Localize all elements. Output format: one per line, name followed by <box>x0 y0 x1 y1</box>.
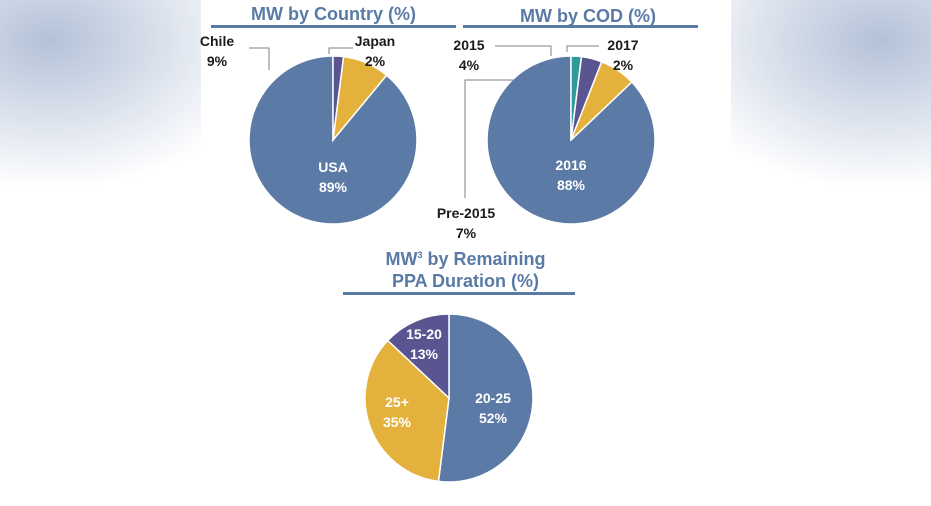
slice-label-20-25: 20-25 <box>475 390 511 406</box>
ppa-pie-chart: 20-25 52% 25+ 35% 15-20 13% <box>364 313 534 483</box>
slice-label-15-20: 15-20 <box>406 326 442 342</box>
slice-label-2016: 2016 <box>555 157 586 173</box>
slice-value-2016: 88% <box>557 177 586 193</box>
ppa-title-footnote: 3 <box>417 250 423 260</box>
country-pie-chart: USA 89% Chile 9% Japan 2% <box>200 33 418 225</box>
ppa-title-mw: MW <box>385 249 418 269</box>
slice-label-chile: Chile <box>200 33 234 49</box>
pie-slice-25 <box>364 339 450 483</box>
slice-value-2015: 4% <box>459 57 480 73</box>
slice-value-chile: 9% <box>207 53 228 69</box>
pie-slices <box>364 313 534 483</box>
slice-value-usa: 89% <box>319 179 348 195</box>
pie-slices <box>248 55 418 225</box>
pie-slices <box>486 55 656 225</box>
pie-slice-15-20 <box>386 313 450 400</box>
slice-value-japan: 2% <box>365 53 386 69</box>
pie-slice-20-25 <box>437 313 534 483</box>
leader-line-pre-2015 <box>464 79 513 198</box>
slice-value-15-20: 13% <box>410 346 439 362</box>
slice-label-pre-2015: Pre-2015 <box>437 205 496 221</box>
cod-title-rule <box>463 25 698 28</box>
leader-line-2017 <box>566 45 599 52</box>
leader-line-2015 <box>495 45 552 56</box>
slice-label-25: 25+ <box>385 394 409 410</box>
slice-value-pre-2015: 7% <box>456 225 477 241</box>
pie-slice-japan <box>332 55 345 141</box>
slice-label-2017: 2017 <box>607 37 638 53</box>
cod-pie-chart: 2016 88% Pre-2015 7% 2015 4% 2017 2% <box>437 37 656 241</box>
slice-value-2017: 2% <box>613 57 634 73</box>
slice-label-usa: USA <box>318 159 348 175</box>
slice-label-2015: 2015 <box>453 37 484 53</box>
slice-label-japan: Japan <box>355 33 395 49</box>
country-title-rule <box>211 25 456 28</box>
ppa-title-line2: PPA Duration (%) <box>392 271 539 291</box>
pie-slice-2017 <box>570 55 583 141</box>
ppa-title-rest: by Remaining <box>422 249 546 269</box>
slice-value-25: 35% <box>383 414 412 430</box>
slice-value-20-25: 52% <box>479 410 508 426</box>
leader-line-chile <box>249 47 270 70</box>
leader-line-japan <box>328 47 353 54</box>
ppa-chart-title: MW3 by Remaining PPA Duration (%) <box>343 244 588 292</box>
ppa-title-rule <box>343 292 575 295</box>
charts-panel: MW by Country (%) USA 89% Chile 9% Japan 2% M… <box>200 0 731 506</box>
country-chart-title: MW by Country (%) <box>251 4 416 24</box>
cod-chart-title: MW by COD (%) <box>520 6 656 26</box>
